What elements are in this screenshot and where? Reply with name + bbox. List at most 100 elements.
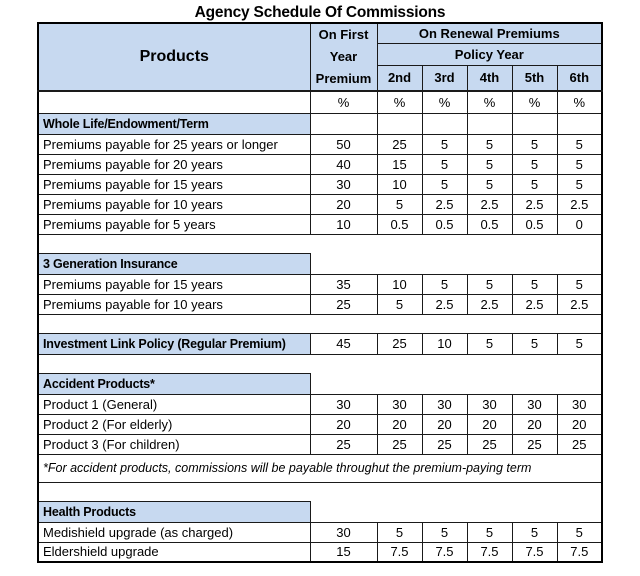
value-cell: 5 (511, 133, 558, 155)
value-cell: 35 (309, 273, 378, 295)
value-cell: 5 (466, 153, 513, 175)
table-row: Premiums payable for 5 years 10 0.5 0.5 … (37, 213, 603, 235)
product-name: Premiums payable for 15 years (37, 173, 311, 195)
value-cell: 5 (421, 273, 468, 295)
table-row: Product 2 (For elderly) 20 20 20 20 20 2… (37, 413, 603, 435)
section-three-generation: 3 Generation Insurance (37, 252, 603, 275)
value-cell: 5 (421, 153, 468, 175)
section-title: 3 Generation Insurance (37, 252, 311, 275)
value-cell: 10 (421, 332, 468, 355)
value-cell: 7.5 (556, 541, 603, 563)
value-cell: 2.5 (556, 293, 603, 315)
value-cell: 25 (309, 293, 378, 315)
spacer-cell (38, 482, 603, 501)
first-year-line-1: On First (318, 27, 369, 42)
value-cell: 20 (511, 413, 558, 435)
empty-cell (376, 112, 423, 135)
table-row: Premiums payable for 25 years or longer … (37, 133, 603, 155)
value-cell: 5 (511, 173, 558, 195)
value-cell: 7.5 (466, 541, 513, 563)
empty-cell (421, 112, 468, 135)
value-cell: 2.5 (511, 293, 558, 315)
value-cell: 25 (421, 433, 468, 455)
value-cell: 45 (309, 332, 378, 355)
value-cell: 7.5 (376, 541, 423, 563)
percent-cell: % (556, 90, 603, 114)
value-cell: 5 (511, 332, 558, 355)
percent-cell: % (421, 90, 468, 114)
empty-cell (511, 112, 558, 135)
value-cell: 30 (309, 521, 378, 543)
value-cell: 2.5 (466, 293, 513, 315)
table-row: Premiums payable for 15 years 35 10 5 5 … (37, 273, 603, 295)
value-cell: 5 (421, 133, 468, 155)
year-header-4th: 4th (466, 64, 513, 92)
spacer-cell (38, 234, 603, 253)
value-cell: 30 (309, 173, 378, 195)
value-cell: 25 (376, 433, 423, 455)
year-header-2nd: 2nd (376, 64, 423, 92)
value-cell: 0.5 (511, 213, 558, 235)
table-row: Product 3 (For children) 25 25 25 25 25 … (37, 433, 603, 455)
table-row: Medishield upgrade (as charged) 30 5 5 5… (37, 521, 603, 543)
value-cell: 25 (376, 332, 423, 355)
value-cell: 5 (556, 521, 603, 543)
first-year-line-2: Year (329, 49, 358, 64)
section-title: Health Products (37, 500, 311, 523)
value-cell: 10 (376, 273, 423, 295)
value-cell: 0.5 (466, 213, 513, 235)
percent-cell: % (376, 90, 423, 114)
value-cell: 0.5 (421, 213, 468, 235)
product-name: Product 3 (For children) (37, 433, 311, 455)
percent-row: % % % % % % (37, 90, 603, 114)
value-cell: 15 (376, 153, 423, 175)
product-name: Premiums payable for 10 years (37, 293, 311, 315)
value-cell: 30 (556, 393, 603, 415)
value-cell: 20 (309, 413, 378, 435)
product-name: Premiums payable for 5 years (37, 213, 311, 235)
year-header-5th: 5th (511, 64, 558, 92)
table-row: Premiums payable for 15 years 30 10 5 5 … (37, 173, 603, 195)
value-cell: 20 (466, 413, 513, 435)
value-cell: 5 (556, 332, 603, 355)
table-row: Premiums payable for 10 years 25 5 2.5 2… (37, 293, 603, 315)
value-cell: 25 (556, 433, 603, 455)
value-cell: 5 (376, 521, 423, 543)
value-cell: 5 (556, 133, 603, 155)
table-row: Premiums payable for 10 years 20 5 2.5 2… (37, 193, 603, 215)
value-cell: 5 (421, 173, 468, 195)
value-cell: 30 (376, 393, 423, 415)
value-cell: 5 (466, 332, 513, 355)
spacer-row (38, 234, 603, 253)
spacer-row (38, 482, 603, 501)
table-row: Premiums payable for 20 years 40 15 5 5 … (37, 153, 603, 175)
footnote-row: *For accident products, commissions will… (37, 453, 603, 483)
value-cell: 30 (309, 393, 378, 415)
value-cell: 5 (466, 173, 513, 195)
empty-cell (37, 90, 311, 114)
value-cell: 30 (466, 393, 513, 415)
product-name: Product 2 (For elderly) (37, 413, 311, 435)
value-cell: 2.5 (556, 193, 603, 215)
value-cell: 5 (466, 273, 513, 295)
page-title: Agency Schedule Of Commissions (194, 4, 446, 21)
spacer-cell (38, 314, 603, 333)
header-row-2: Policy Year (38, 43, 603, 66)
first-year-premium-header: On First Year Premium (309, 22, 378, 92)
accident-footnote: *For accident products, commissions will… (37, 453, 603, 483)
table-row: Eldershield upgrade 15 7.5 7.5 7.5 7.5 7… (37, 541, 603, 563)
product-name: Medishield upgrade (as charged) (37, 521, 311, 543)
value-cell: 25 (511, 433, 558, 455)
value-cell: 15 (309, 541, 378, 563)
value-cell: 5 (466, 521, 513, 543)
percent-cell: % (511, 90, 558, 114)
open-area (310, 253, 603, 274)
section-health-products: Health Products (37, 500, 603, 523)
product-name: Premiums payable for 10 years (37, 193, 311, 215)
header-row-3: 2nd 3rd 4th 5th 6th (38, 64, 603, 92)
value-cell: 25 (376, 133, 423, 155)
value-cell: 25 (309, 433, 378, 455)
value-cell: 5 (556, 173, 603, 195)
product-name: Premiums payable for 15 years (37, 273, 311, 295)
value-cell: 20 (376, 413, 423, 435)
